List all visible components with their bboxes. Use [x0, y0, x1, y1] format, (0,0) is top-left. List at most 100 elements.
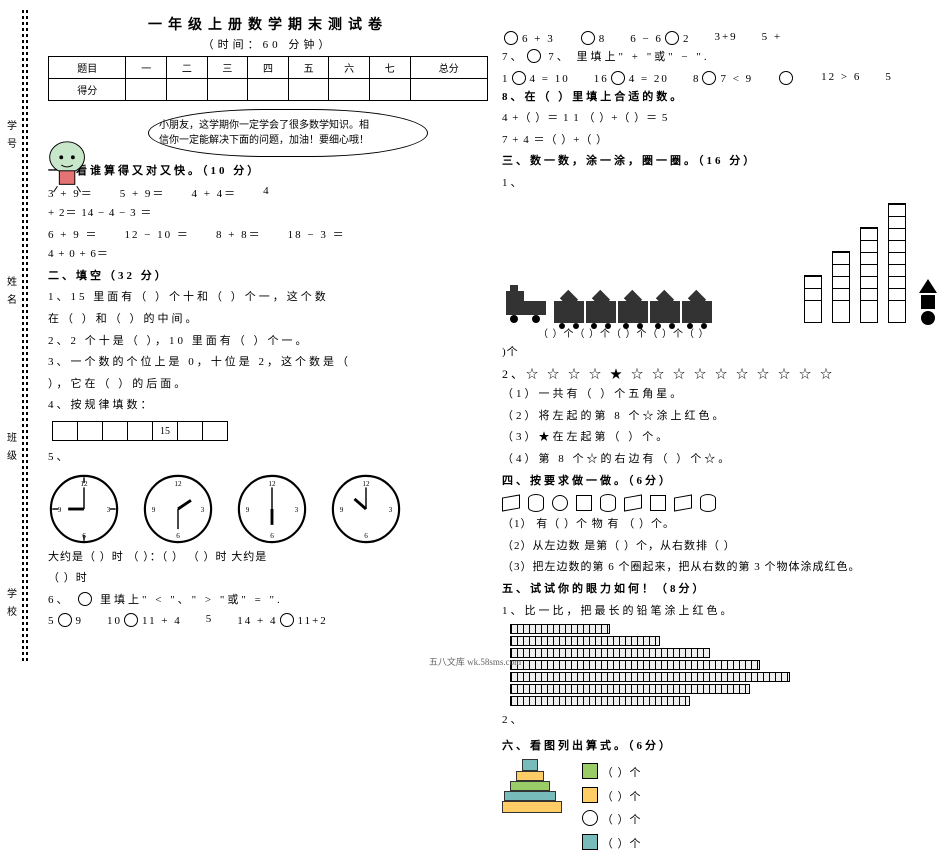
q5-label: 5、	[48, 449, 488, 467]
train-car	[554, 301, 584, 323]
seq-box	[202, 421, 228, 441]
cuboid-icon	[674, 495, 692, 512]
section-heading: 五、试试你的眼力如何！（8分）	[502, 581, 942, 599]
seq-box	[102, 421, 128, 441]
section-heading: 三、数一数，涂一涂，圈一圈。（16 分）	[502, 153, 942, 171]
clock-icon: 12369	[142, 473, 214, 545]
cylinder-icon	[528, 494, 544, 512]
svg-text:9: 9	[246, 505, 250, 513]
q-line: （2）将左起的第 8 个☆涂上红色。	[502, 408, 942, 426]
train-icon	[502, 283, 760, 323]
th: 七	[369, 57, 410, 79]
bar	[832, 251, 850, 323]
clock-labels: （ ）时	[48, 570, 488, 588]
circle-icon	[58, 613, 72, 627]
q-line: 在（ ）和（ ）的中间。	[48, 311, 488, 329]
svg-text:3: 3	[389, 505, 393, 513]
bar	[804, 275, 822, 323]
q-line: 2、2 个十是（ ），10 里面有（ ）个一。	[48, 333, 488, 351]
svg-text:6: 6	[364, 531, 368, 539]
star-row: 2、☆ ☆ ☆ ☆ ★ ☆ ☆ ☆ ☆ ☆ ☆ ☆ ☆ ☆ ☆	[502, 365, 942, 382]
speech-bubble: 小朋友，这学期你一定学会了很多数学知识。相 信你一定能解决下面的问题，加油！要细…	[148, 109, 428, 157]
circle-icon	[665, 31, 679, 45]
q-line: （3）★在左起第（ ）个。	[502, 429, 942, 447]
q-line: （1）一共有（ ）个五角星。	[502, 386, 942, 404]
mascot-icon	[40, 136, 98, 194]
cube-icon	[582, 763, 598, 779]
q-num: 1、	[502, 175, 942, 193]
answer-lines: （ ）个 （ ）个 （ ）个 （ ）个	[582, 759, 642, 857]
locomotive-icon	[502, 283, 552, 323]
pencil-bar	[510, 624, 610, 634]
clock-icon: 12369	[236, 473, 308, 545]
shape-legend	[914, 279, 942, 325]
seq-box	[52, 421, 78, 441]
q-line: （2）从左边数 是第（ ）个，从右数排（ ）	[502, 538, 942, 556]
binding-line-2	[22, 10, 24, 662]
compare-row: 59 1011 + 4 5 14 + 411+2	[48, 613, 488, 627]
circle-icon	[581, 31, 595, 45]
svg-text:12: 12	[362, 479, 370, 487]
circle-icon	[527, 49, 541, 63]
triangle-icon	[919, 279, 937, 293]
clock-icon: 12 3 6 9	[330, 473, 402, 545]
svg-text:6: 6	[176, 531, 180, 539]
th: 一	[126, 57, 167, 79]
right-column: 6 + 3 8 6 − 62 3+9 5 + 7、 7、 里填上" + "或" …	[502, 0, 942, 858]
square-icon	[921, 295, 935, 309]
td: 得分	[49, 79, 126, 101]
bar	[860, 227, 878, 323]
q-line: 1、比一比，把最长的铅笔涂上红色。	[502, 603, 942, 621]
eq-row: 6 + 9 ＝ 12 − 10 ＝ 8 + 8＝ 18 − 3 ＝	[48, 226, 488, 242]
svg-text:9: 9	[58, 505, 62, 513]
train-car	[650, 301, 680, 323]
cylinder-icon	[600, 494, 616, 512]
eq-line: + 2＝ 14 − 4 − 3 ＝	[48, 205, 488, 223]
seq-box: 15	[152, 421, 178, 441]
q8-heading: 8、在（ ）里填上合适的数。	[502, 89, 942, 107]
cylinder-icon	[700, 494, 716, 512]
train-car	[586, 301, 616, 323]
q-num: 2、	[502, 712, 942, 730]
page-title: 一年级上册数学期末测试卷	[48, 14, 488, 34]
th: 总分	[410, 57, 487, 79]
th: 五	[288, 57, 329, 79]
side-label: 姓名	[3, 276, 18, 312]
side-label: 学校	[3, 588, 18, 624]
circle-icon	[280, 613, 294, 627]
cuboid-icon	[502, 495, 520, 512]
section-heading: 六、看图列出算式。（6分）	[502, 738, 673, 756]
label-tail: )个	[502, 344, 942, 362]
svg-text:9: 9	[340, 505, 344, 513]
seq-box	[127, 421, 153, 441]
train-car	[618, 301, 648, 323]
table-row: 题目 一 二 三 四 五 六 七 总分	[49, 57, 488, 79]
q-line: 1、15 里面有（ ）个十和（ ）个一，这个数	[48, 289, 488, 307]
side-label: 学号	[3, 120, 18, 156]
q7-heading: 7、 7、 里填上" + "或" − ".	[502, 49, 942, 67]
section-heading: 四、按要求做一做。（6分）	[502, 473, 942, 491]
q-line: 4、按规律填数：	[48, 397, 488, 415]
blocks-icon	[502, 759, 572, 829]
th: 题目	[49, 57, 126, 79]
shapes-row	[502, 494, 942, 512]
bar-labels: （ ）个（ ）个（ ）个（ ）个（ ）	[538, 325, 942, 340]
svg-text:12: 12	[174, 479, 182, 487]
th: 三	[207, 57, 248, 79]
side-labels: 学号 姓名 班级 学校	[2, 60, 18, 684]
seq-box	[77, 421, 103, 441]
side-label: 班级	[3, 432, 18, 468]
tally-bars	[804, 203, 906, 323]
svg-text:6: 6	[82, 531, 86, 539]
circle-icon	[124, 613, 138, 627]
section-heading: 二、填空（32 分）	[48, 268, 488, 286]
th: 六	[329, 57, 370, 79]
svg-text:3: 3	[201, 505, 205, 513]
score-table: 题目 一 二 三 四 五 六 七 总分 得分	[48, 56, 488, 101]
pencil-bar	[510, 672, 790, 682]
q-line: （1） 有（ ）个 物 有 （ ）个。	[502, 516, 942, 534]
clock-icon: 12369	[48, 473, 120, 545]
clock-labels: 大约是（ ）时 （ ）：（ ） （ ）时 大约是	[48, 549, 488, 567]
circle-icon	[921, 311, 935, 325]
op-row: 14 = 10 164 = 20 87 < 9 12 > 6 5	[502, 71, 942, 85]
